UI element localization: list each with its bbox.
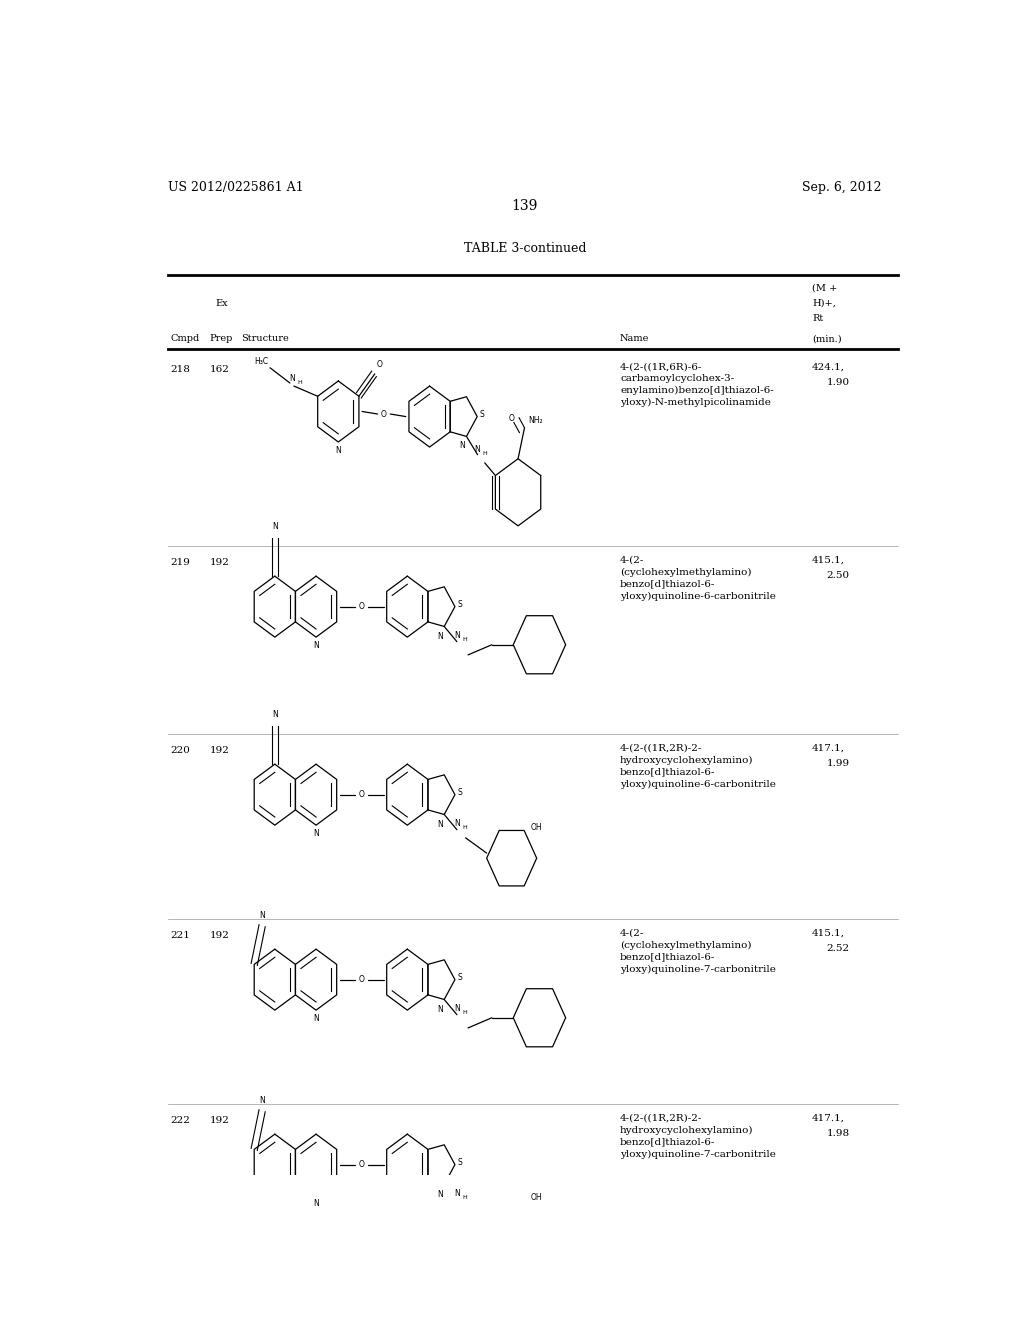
Text: N: N [459,441,465,450]
Text: O: O [358,791,365,799]
Text: N: N [437,820,442,829]
Text: 192: 192 [210,746,229,755]
Text: H: H [463,636,467,642]
Text: Ex: Ex [215,298,228,308]
Text: 4-(2-
(cyclohexylmethylamino)
benzo[d]thiazol-6-
yloxy)quinoline-7-carbonitrile: 4-(2- (cyclohexylmethylamino) benzo[d]th… [620,929,776,974]
Text: N: N [455,1189,460,1197]
Text: 415.1,: 415.1, [812,556,845,565]
Text: N: N [259,1096,265,1105]
Text: 2.50: 2.50 [826,572,850,579]
Text: TABLE 3-continued: TABLE 3-continued [464,242,586,255]
Text: N: N [455,631,460,640]
Text: 417.1,: 417.1, [812,744,845,752]
Text: O: O [358,1160,365,1170]
Text: O: O [377,360,382,368]
Text: 417.1,: 417.1, [812,1114,845,1123]
Text: Cmpd: Cmpd [170,334,200,343]
Text: O: O [381,409,387,418]
Text: 162: 162 [210,364,229,374]
Text: S: S [458,601,462,609]
Text: 4-(2-((1R,6R)-6-
carbamoylcyclohex-3-
enylamino)benzo[d]thiazol-6-
yloxy)-N-meth: 4-(2-((1R,6R)-6- carbamoylcyclohex-3- en… [620,363,774,408]
Text: 1.99: 1.99 [826,759,850,768]
Text: 221: 221 [170,931,189,940]
Text: S: S [458,788,462,797]
Text: O: O [358,975,365,985]
Text: H₃C: H₃C [254,356,268,366]
Text: Rt: Rt [812,314,823,323]
Text: 219: 219 [170,558,189,566]
Text: N: N [336,446,341,455]
Text: N: N [313,642,318,651]
Text: N: N [437,631,442,640]
Text: S: S [458,973,462,982]
Text: H: H [463,825,467,830]
Text: (M +: (M + [812,284,838,293]
Text: O: O [509,414,515,424]
Text: 4-(2-
(cyclohexylmethylamino)
benzo[d]thiazol-6-
yloxy)quinoline-6-carbonitrile: 4-(2- (cyclohexylmethylamino) benzo[d]th… [620,556,776,601]
Text: H: H [482,450,487,455]
Text: N: N [437,1005,442,1014]
Text: N: N [272,710,278,719]
Text: N: N [259,911,265,920]
Text: Sep. 6, 2012: Sep. 6, 2012 [803,181,882,194]
Text: 424.1,: 424.1, [812,363,845,372]
Text: Structure: Structure [242,334,289,343]
Text: N: N [474,445,480,454]
Text: N: N [272,523,278,532]
Text: 192: 192 [210,931,229,940]
Text: OH: OH [530,1193,542,1203]
Text: 415.1,: 415.1, [812,929,845,937]
Text: Prep: Prep [210,334,233,343]
Text: N: N [290,374,296,383]
Text: 139: 139 [512,199,538,213]
Text: N: N [455,1003,460,1012]
Text: 4-(2-((1R,2R)-2-
hydroxycyclohexylamino)
benzo[d]thiazol-6-
yloxy)quinoline-7-ca: 4-(2-((1R,2R)-2- hydroxycyclohexylamino)… [620,1114,776,1159]
Text: H: H [297,380,302,385]
Text: S: S [458,1158,462,1167]
Text: S: S [479,411,484,418]
Text: H: H [463,1010,467,1015]
Text: N: N [455,818,460,828]
Text: 218: 218 [170,364,189,374]
Text: H)+,: H)+, [812,298,836,308]
Text: NH₂: NH₂ [528,416,543,425]
Text: 192: 192 [210,1115,229,1125]
Text: N: N [313,1199,318,1208]
Text: N: N [437,1189,442,1199]
Text: US 2012/0225861 A1: US 2012/0225861 A1 [168,181,303,194]
Text: 222: 222 [170,1115,189,1125]
Text: H: H [463,1195,467,1200]
Text: 2.52: 2.52 [826,944,850,953]
Text: 1.98: 1.98 [826,1129,850,1138]
Text: Name: Name [620,334,649,343]
Text: N: N [313,1014,318,1023]
Text: N: N [313,829,318,838]
Text: OH: OH [530,822,542,832]
Text: 192: 192 [210,558,229,566]
Text: 1.90: 1.90 [826,378,850,387]
Text: (min.): (min.) [812,334,842,343]
Text: 220: 220 [170,746,189,755]
Text: O: O [358,602,365,611]
Text: 4-(2-((1R,2R)-2-
hydroxycyclohexylamino)
benzo[d]thiazol-6-
yloxy)quinoline-6-ca: 4-(2-((1R,2R)-2- hydroxycyclohexylamino)… [620,744,776,788]
